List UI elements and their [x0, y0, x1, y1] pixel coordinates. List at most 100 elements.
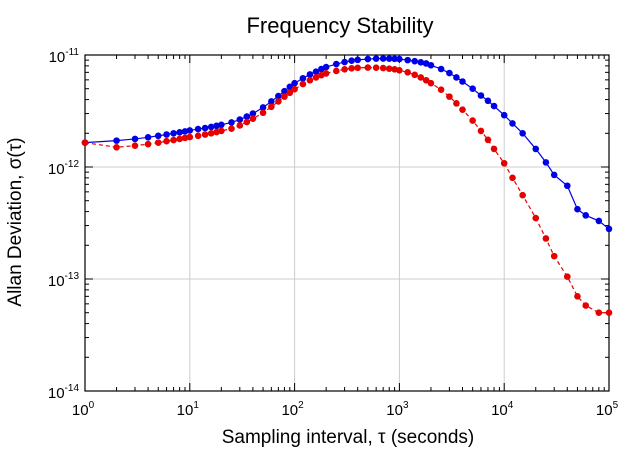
series-1-point: [477, 127, 485, 135]
series-0-point: [417, 59, 425, 66]
series-0-point: [391, 55, 398, 63]
series-1-point: [207, 129, 215, 137]
x-tick-label-exponent: 4: [508, 400, 514, 411]
series-0-point: [411, 57, 419, 65]
series-1-point: [228, 125, 235, 132]
series-1-point: [306, 76, 314, 84]
y-tick-label: 10-12: [48, 159, 80, 178]
series-0-point: [542, 159, 550, 166]
series-1-point: [574, 293, 581, 300]
series-0-point: [509, 120, 516, 127]
x-tick-label-base: 10: [281, 402, 298, 419]
series-1-point: [446, 93, 453, 100]
series-0-point: [595, 217, 603, 225]
y-tick-label-base: 10: [48, 161, 65, 178]
y-tick-label: 10-11: [49, 47, 80, 66]
series-layer: [81, 55, 613, 317]
series-0-point: [259, 104, 267, 111]
series-1-point: [249, 115, 257, 122]
y-tick-label: 10-14: [48, 383, 80, 402]
series-0-point: [306, 71, 314, 78]
x-tick-label-base: 10: [177, 402, 194, 419]
series-1-point: [348, 65, 355, 72]
series-1-point: [385, 65, 393, 72]
series-1-point: [469, 117, 476, 124]
series-0-point: [176, 129, 183, 136]
series-0-point: [605, 225, 613, 233]
series-1-point: [154, 139, 162, 146]
series-1-point: [218, 127, 225, 135]
series-0-point: [550, 171, 558, 179]
series-1-point: [322, 70, 330, 77]
series-0-point: [170, 129, 177, 137]
x-tick-label: 101: [177, 400, 200, 419]
y-tick-label-exponent: -11: [65, 47, 79, 58]
series-0-point: [268, 98, 275, 105]
series-0-point: [113, 137, 120, 144]
series-0-point: [243, 113, 251, 120]
y-axis-label: Allan Deviation, σ(τ): [5, 137, 26, 306]
series-1-point: [550, 252, 558, 260]
series-1-point: [81, 139, 89, 146]
series-0-point: [312, 68, 320, 75]
series-1-point: [333, 67, 340, 75]
series-1-point: [194, 132, 202, 140]
series-1-point: [144, 140, 152, 148]
series-0-point: [453, 74, 460, 81]
series-0-point: [218, 121, 225, 129]
series-1-point: [341, 66, 348, 73]
series-1-point: [582, 302, 590, 309]
y-tick-label-base: 10: [49, 49, 66, 66]
series-1-point: [259, 109, 267, 117]
series-1-point: [176, 135, 183, 143]
x-tick-label: 100: [72, 400, 95, 419]
series-0-point: [446, 69, 453, 77]
series-0-point: [207, 123, 215, 131]
x-tick-label: 103: [386, 400, 409, 419]
series-0-point: [322, 63, 330, 71]
series-1-point: [113, 143, 120, 151]
series-0-point: [484, 97, 492, 105]
series-1-point: [268, 103, 275, 111]
series-0-point: [333, 60, 340, 68]
tick-marks: [84, 54, 610, 392]
series-1-point: [437, 86, 445, 93]
series-0-point: [228, 119, 235, 126]
series-1-point: [459, 106, 466, 113]
series-0-point: [354, 56, 361, 64]
series-0-point: [459, 78, 466, 85]
series-0-point: [163, 131, 170, 138]
series-1-point: [312, 74, 320, 81]
x-tick-label-exponent: 5: [613, 400, 619, 411]
series-1-point: [291, 85, 298, 93]
x-tick-label-base: 10: [491, 402, 508, 419]
series-1-point: [453, 100, 460, 107]
series-0-point: [364, 55, 372, 63]
series-1-line: [84, 66, 609, 314]
series-0-point: [144, 134, 152, 141]
x-tick-label: 102: [281, 400, 304, 419]
series-0-point: [249, 110, 257, 117]
series-1-point: [417, 74, 425, 81]
series-1-point: [201, 131, 209, 138]
series-1-point: [484, 136, 492, 144]
y-tick-label-exponent: -13: [65, 271, 80, 282]
series-1-point: [542, 235, 550, 242]
series-1-point: [605, 309, 613, 317]
series-0-point: [236, 116, 244, 123]
x-tick-label-exponent: 1: [193, 400, 199, 411]
series-0-point: [131, 135, 139, 143]
series-1-point: [379, 64, 387, 72]
series-1-point: [186, 133, 194, 141]
series-0-point: [348, 57, 355, 64]
series-0-point: [427, 61, 435, 69]
series-0-point: [469, 85, 476, 93]
series-0-point: [396, 55, 403, 63]
series-0-line: [84, 57, 610, 230]
series-1-point: [519, 191, 526, 199]
x-tick-label-exponent: 2: [298, 400, 304, 411]
series-1-point: [286, 89, 294, 97]
x-axis-label: Sampling interval, τ (seconds): [222, 427, 475, 448]
